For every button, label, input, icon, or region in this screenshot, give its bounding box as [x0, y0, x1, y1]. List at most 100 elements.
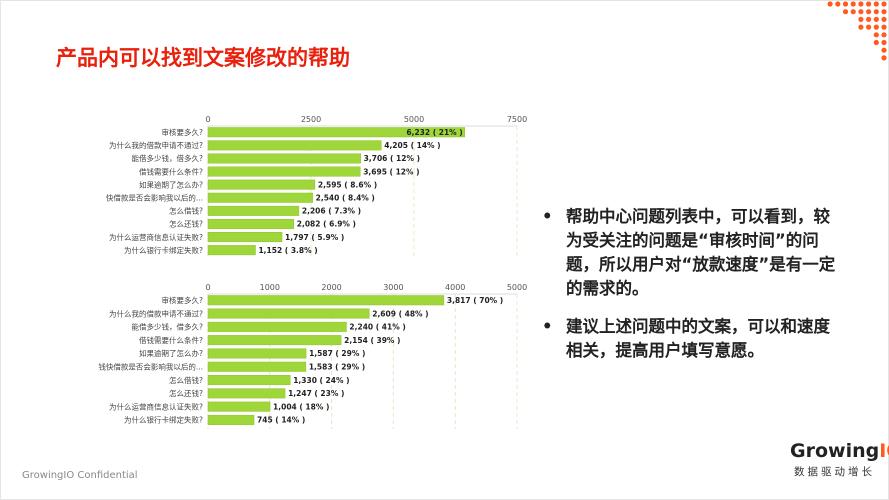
data-label: 2,595 ( 8.6% )	[318, 180, 377, 189]
dot	[850, 9, 856, 15]
category-label: 为什么银行卡绑定失败?	[124, 415, 203, 425]
dot	[827, 1, 833, 7]
dot	[881, 32, 887, 38]
data-label: 1,330 ( 24% )	[293, 376, 349, 385]
data-label: 3,817 ( 70% )	[447, 296, 503, 305]
tick-label: 5000	[404, 115, 424, 124]
bullet-item: • 帮助中心问题列表中，可以看到，较为受关注的问题是“审核时间”的问题，所以用户对…	[542, 205, 842, 301]
tick-label: 0	[205, 115, 210, 124]
dot	[873, 9, 879, 15]
footer-text: GrowingIO Confidential	[22, 470, 138, 481]
data-label: 1,797 ( 5.9% )	[285, 233, 344, 242]
bar	[207, 348, 307, 359]
dot	[881, 24, 887, 30]
data-label: 2,154 ( 39% )	[344, 336, 400, 345]
dot	[866, 9, 872, 15]
tick-label: 2000	[321, 283, 341, 292]
data-label: 1,583 ( 29% )	[309, 363, 365, 372]
dot	[858, 24, 864, 30]
category-label: 能借多少钱，借多久?	[132, 153, 203, 163]
bar	[207, 321, 347, 332]
category-label: 借钱需要什么条件?	[139, 335, 203, 345]
data-label: 6,232 ( 21% )	[406, 128, 462, 137]
bar	[207, 388, 286, 399]
category-label: 能借多少钱，借多久?	[132, 322, 203, 332]
tick-label: 7500	[507, 115, 527, 124]
data-label: 1,247 ( 23% )	[288, 389, 344, 398]
dot	[842, 9, 849, 15]
data-label: 2,206 ( 7.3% )	[302, 207, 361, 216]
category-label: 为什么银行卡绑定失败?	[124, 245, 203, 255]
category-label: 借钱需要什么条件?	[139, 166, 203, 176]
bar	[207, 375, 291, 386]
bullet-item: • 建议上述问题中的文案，可以和速度相关，提高用户填写意愿。	[542, 315, 842, 363]
data-label: 4,205 ( 14% )	[384, 141, 440, 150]
dot	[881, 1, 887, 7]
category-label: 怎么借钱?	[169, 206, 203, 216]
category-label: 为什么我的借款申请不通过?	[109, 140, 203, 150]
bar	[207, 335, 342, 346]
dot	[858, 1, 864, 7]
bullet-text: 帮助中心问题列表中，可以看到，较为受关注的问题是“审核时间”的问题，所以用户对“…	[566, 207, 836, 298]
bar	[207, 140, 382, 151]
data-label: 1,152 ( 3.8% )	[258, 246, 317, 255]
tick-label: 5000	[507, 283, 527, 292]
category-label: 为什么运营商信息认证失败?	[109, 232, 203, 242]
bar	[207, 166, 361, 177]
dot	[873, 32, 879, 38]
category-label: 快借款是否会影响我以后的...	[106, 193, 203, 203]
tick-label: 1000	[260, 283, 280, 292]
data-label: 2,540 ( 8.4% )	[316, 194, 375, 203]
chart-total-clicks: 0 2500 5000 7500 审核要多久? 6,232 ( 21% ) 为什么我的借款申…	[106, 115, 527, 259]
category-label: 审核要多久?	[162, 127, 203, 137]
corner-dots-logo	[827, 1, 887, 61]
dot	[842, 1, 849, 7]
bullet-list: • 帮助中心问题列表中，可以看到，较为受关注的问题是“审核时间”的问题，所以用户对…	[542, 205, 842, 377]
dot	[873, 16, 879, 22]
data-label: 3,695 ( 12% )	[363, 167, 419, 176]
category-label: 为什么我的借款申请不通过?	[109, 308, 203, 318]
chart-unique-users: 0 1000 2000 3000 4000 5000 审核要多久? 3,817 ( 70% )…	[98, 283, 527, 429]
category-label: 怎么还钱?	[169, 219, 203, 229]
bullet-text: 建议上述问题中的文案，可以和速度相关，提高用户填写意愿。	[566, 317, 830, 360]
data-label: 2,240 ( 41% )	[349, 323, 405, 332]
dot	[866, 1, 872, 7]
dot	[835, 1, 841, 7]
dot	[858, 9, 864, 15]
dot	[850, 1, 856, 7]
data-label: 2,609 ( 48% )	[372, 309, 428, 318]
data-label: 2,082 ( 6.9% )	[297, 220, 356, 229]
dot	[873, 24, 879, 30]
dot	[873, 39, 879, 46]
bar	[207, 218, 295, 229]
dot	[866, 24, 872, 30]
tick-label: 3000	[383, 283, 403, 292]
category-label: 如果逾期了怎么办?	[139, 348, 203, 358]
bar	[207, 361, 307, 372]
bar	[207, 308, 370, 319]
bar	[207, 232, 283, 243]
category-label: 审核要多久?	[162, 295, 203, 305]
tick-label: 2500	[301, 115, 321, 124]
data-label: 3,706 ( 12% )	[364, 154, 420, 163]
dot	[881, 55, 887, 61]
category-label: 钱快借款是否会影响我以后的...	[98, 362, 203, 372]
category-label: 怎么还钱?	[169, 388, 203, 398]
category-label: 如果逾期了怎么办?	[139, 179, 203, 189]
dot	[858, 16, 864, 22]
dot	[881, 39, 887, 46]
logo-tagline: 数据驱动增长	[794, 466, 875, 478]
data-label: 745 ( 14% )	[257, 416, 305, 425]
data-label: 1,587 ( 29% )	[309, 349, 365, 358]
bar	[207, 153, 361, 164]
tick-label: 0	[205, 283, 210, 292]
bar	[207, 179, 316, 190]
bar	[207, 245, 256, 256]
dot	[881, 9, 887, 15]
bar	[207, 295, 445, 306]
category-label: 怎么借钱?	[169, 375, 203, 385]
data-label: 1,004 ( 18% )	[273, 402, 329, 411]
bar	[207, 414, 255, 425]
page-title: 产品内可以找到文案修改的帮助	[56, 46, 350, 70]
bar	[207, 127, 466, 138]
